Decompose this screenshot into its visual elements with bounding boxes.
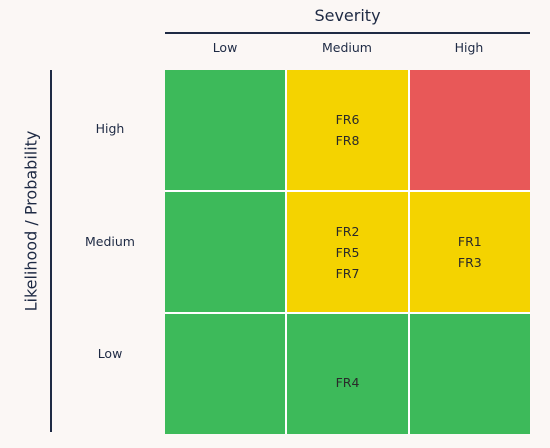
cell-high-medium: FR6 FR8 — [287, 70, 408, 190]
item-fr7: FR7 — [335, 265, 360, 281]
cell-low-low — [165, 314, 286, 434]
row-label-medium: Medium — [85, 234, 135, 249]
likelihood-axis-rule — [50, 70, 52, 432]
cell-medium-high: FR1 FR3 — [409, 192, 530, 312]
row-label-low: Low — [97, 346, 123, 361]
item-fr1: FR1 — [457, 234, 482, 249]
cell-high-high — [409, 70, 530, 190]
severity-axis-rule — [165, 32, 530, 34]
item-fr6: FR6 — [335, 112, 360, 127]
cell-high-low — [165, 70, 286, 190]
item-fr3: FR3 — [457, 255, 482, 270]
item-fr8: FR8 — [335, 133, 360, 148]
risk-matrix-grid: FR6 FR8 FR2 FR5 FR7 FR1 FR3 FR4 — [165, 70, 530, 434]
row-label-high: High — [95, 121, 125, 136]
cell-medium-medium: FR2 FR5 FR7 — [287, 192, 408, 312]
column-label-medium: Medium — [322, 40, 372, 55]
column-label-high: High — [454, 40, 484, 55]
likelihood-axis-title: Likelihood / Probability — [21, 130, 41, 312]
item-fr4: FR4 — [335, 374, 360, 390]
cell-low-high — [409, 314, 530, 434]
item-fr5: FR5 — [335, 244, 360, 260]
cell-low-medium: FR4 — [287, 314, 408, 434]
column-label-low: Low — [212, 40, 238, 55]
item-fr2: FR2 — [335, 223, 360, 239]
severity-axis-title: Severity — [314, 6, 381, 25]
cell-medium-low — [165, 192, 286, 312]
